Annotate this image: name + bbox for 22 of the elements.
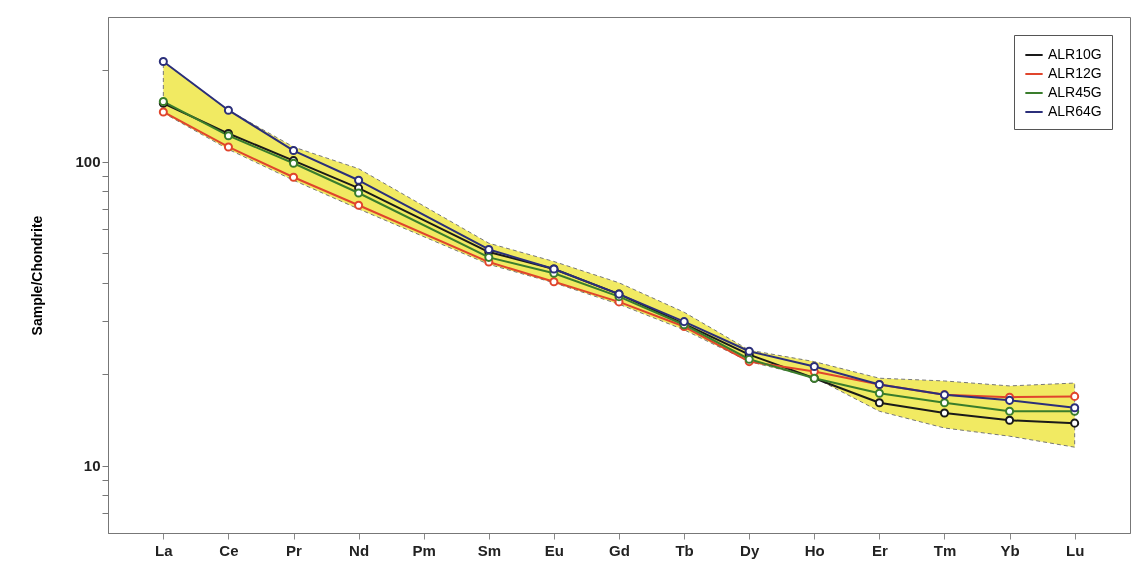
x-tick-label: Pm <box>412 541 436 559</box>
x-tick-label: Er <box>871 541 888 559</box>
y-tick-label: 10 <box>83 457 101 475</box>
legend-label: ALR10G <box>1048 46 1102 62</box>
x-tick-label: Sm <box>477 541 501 559</box>
x-tick-label: La <box>155 541 174 559</box>
y-tick-label: 100 <box>75 153 101 171</box>
x-tick-label: Ce <box>219 541 239 559</box>
x-tick-label: Eu <box>544 541 564 559</box>
legend-label: ALR45G <box>1048 84 1102 100</box>
legend-label: ALR12G <box>1048 65 1102 81</box>
legend-label: ALR64G <box>1048 103 1102 119</box>
x-tick-label: Pr <box>286 541 303 559</box>
x-tick-label: Tb <box>675 541 694 559</box>
x-tick-label: Yb <box>1000 541 1020 559</box>
x-tick-label: Lu <box>1066 541 1085 559</box>
x-tick-label: Nd <box>349 541 370 559</box>
x-tick-label: Tm <box>933 541 957 559</box>
x-tick-label: Ho <box>804 541 825 559</box>
x-tick-label: Gd <box>609 541 630 559</box>
y-axis-title: Sample/Chondrite <box>29 215 46 336</box>
x-tick-label: Dy <box>740 541 760 559</box>
